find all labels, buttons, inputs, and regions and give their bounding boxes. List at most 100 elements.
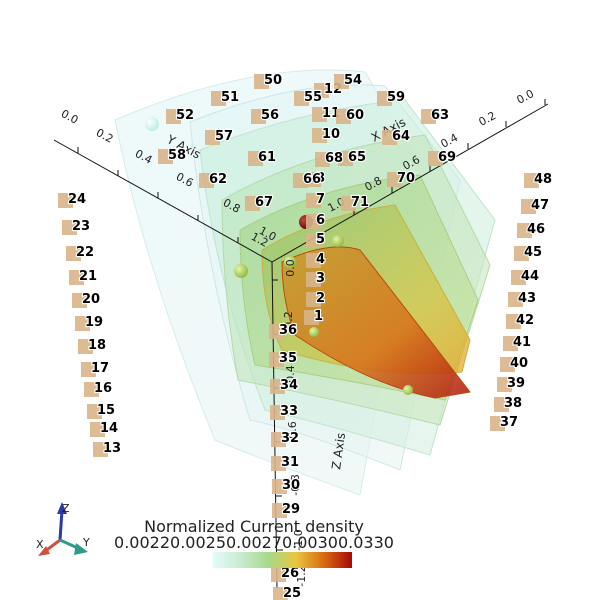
marker-box [271, 567, 286, 582]
marker-label: 19 [85, 315, 103, 330]
point-marker: 11 [312, 105, 341, 122]
z-arrowhead [57, 502, 67, 514]
point-marker: 17 [81, 360, 110, 377]
marker-box [306, 193, 321, 208]
marker-label: 55 [304, 90, 322, 105]
point-marker: 4 [306, 251, 326, 268]
point-marker: 65 [338, 149, 367, 166]
legend-range-labels: 0.00220.00250.00270.00300.0330 [114, 533, 394, 552]
point-marker: 70 [387, 170, 416, 187]
z-axis-title: Z Axis [329, 432, 348, 471]
legend-title: Normalized Current density [144, 517, 364, 536]
point-marker: 37 [490, 414, 519, 431]
z-arrow [58, 509, 64, 541]
point-marker: 47 [521, 197, 550, 214]
marker-box [521, 199, 536, 214]
marker-label: 10 [322, 127, 340, 142]
z-axis-line [271, 261, 278, 589]
marker-box [78, 339, 93, 354]
z-tick-label: 0.0 [284, 259, 297, 277]
point-marker: 34 [270, 377, 299, 394]
marker-label: 29 [282, 502, 300, 517]
marker-box [517, 223, 532, 238]
point-marker: 43 [508, 290, 537, 307]
point-marker: 66 [293, 171, 322, 188]
marker-label: 7 [316, 192, 325, 207]
marker-box [270, 405, 285, 420]
point-marker: 1 [304, 308, 324, 325]
marker-box [387, 172, 402, 187]
marker-label: 68 [325, 151, 343, 166]
marker-label: 30 [282, 478, 300, 493]
marker-label: 50 [264, 73, 282, 88]
point-marker: 32 [271, 430, 300, 447]
marker-label: 57 [215, 129, 233, 144]
marker-box [306, 172, 321, 187]
marker-box [205, 130, 220, 145]
point-marker: 35 [269, 350, 298, 367]
point-marker: 57 [205, 128, 234, 145]
point-marker: 36 [269, 322, 298, 339]
marker-label: 65 [348, 150, 366, 165]
x-tick-label: 0.4 [439, 131, 461, 151]
y-tick-label: 0.2 [94, 126, 116, 146]
marker-label: 37 [500, 415, 518, 430]
point-marker: 50 [254, 72, 283, 89]
marker-box [508, 292, 523, 307]
point-marker: 24 [58, 191, 87, 208]
x-tick-label: 0.0 [515, 87, 537, 107]
point-marker: 29 [272, 501, 301, 518]
point-marker: 51 [211, 89, 240, 106]
marker-label: 33 [280, 404, 298, 419]
y-arrowhead [74, 543, 88, 555]
marker-label: 5 [316, 232, 325, 247]
marker-label: 62 [209, 172, 227, 187]
marker-box [294, 91, 309, 106]
marker-label: 48 [534, 172, 552, 187]
marker-label: 3 [316, 271, 325, 286]
z-tick-label: -1.2 [295, 565, 308, 586]
marker-box [271, 432, 286, 447]
point-marker: 63 [421, 107, 450, 124]
marker-box [158, 149, 173, 164]
marker-box [272, 479, 287, 494]
marker-box [306, 292, 321, 307]
marker-label: 22 [76, 245, 94, 260]
triad-y-label: Y [82, 536, 90, 549]
marker-label: 61 [258, 150, 276, 165]
marker-label: 47 [531, 198, 549, 213]
axis-tick-labels: 0.00.20.40.60.81.00.00.20.40.60.81.01.20… [59, 87, 536, 587]
point-marker: 40 [500, 355, 529, 372]
point-marker: 3 [306, 270, 326, 287]
point-marker: 18 [78, 337, 107, 354]
point-marker: 10 [312, 126, 341, 143]
marker-box [312, 128, 327, 143]
point-marker: 69 [428, 149, 457, 166]
marker-box [312, 107, 327, 122]
marker-label: 32 [281, 431, 299, 446]
marker-label: 13 [103, 441, 121, 456]
point-marker: 64 [382, 128, 411, 145]
sphere-glyph [284, 256, 296, 268]
marker-label: 16 [94, 381, 112, 396]
marker-box [62, 220, 77, 235]
z-tick-label: -1.0 [292, 529, 305, 550]
marker-label: 39 [507, 376, 525, 391]
marker-label: 42 [516, 313, 534, 328]
marker-box [377, 91, 392, 106]
point-marker: 30 [272, 477, 301, 494]
sphere-glyph [309, 327, 319, 337]
marker-box [272, 503, 287, 518]
marker-box [81, 362, 96, 377]
point-marker: 46 [517, 221, 546, 238]
marker-box [273, 587, 288, 600]
z-tick-label: -0.6 [286, 421, 299, 442]
marker-label: 45 [524, 245, 542, 260]
y-tick-label: 0.0 [59, 107, 81, 127]
marker-box [90, 422, 105, 437]
point-marker: 33 [270, 403, 299, 420]
point-marker: 21 [69, 268, 98, 285]
marker-box [336, 109, 351, 124]
